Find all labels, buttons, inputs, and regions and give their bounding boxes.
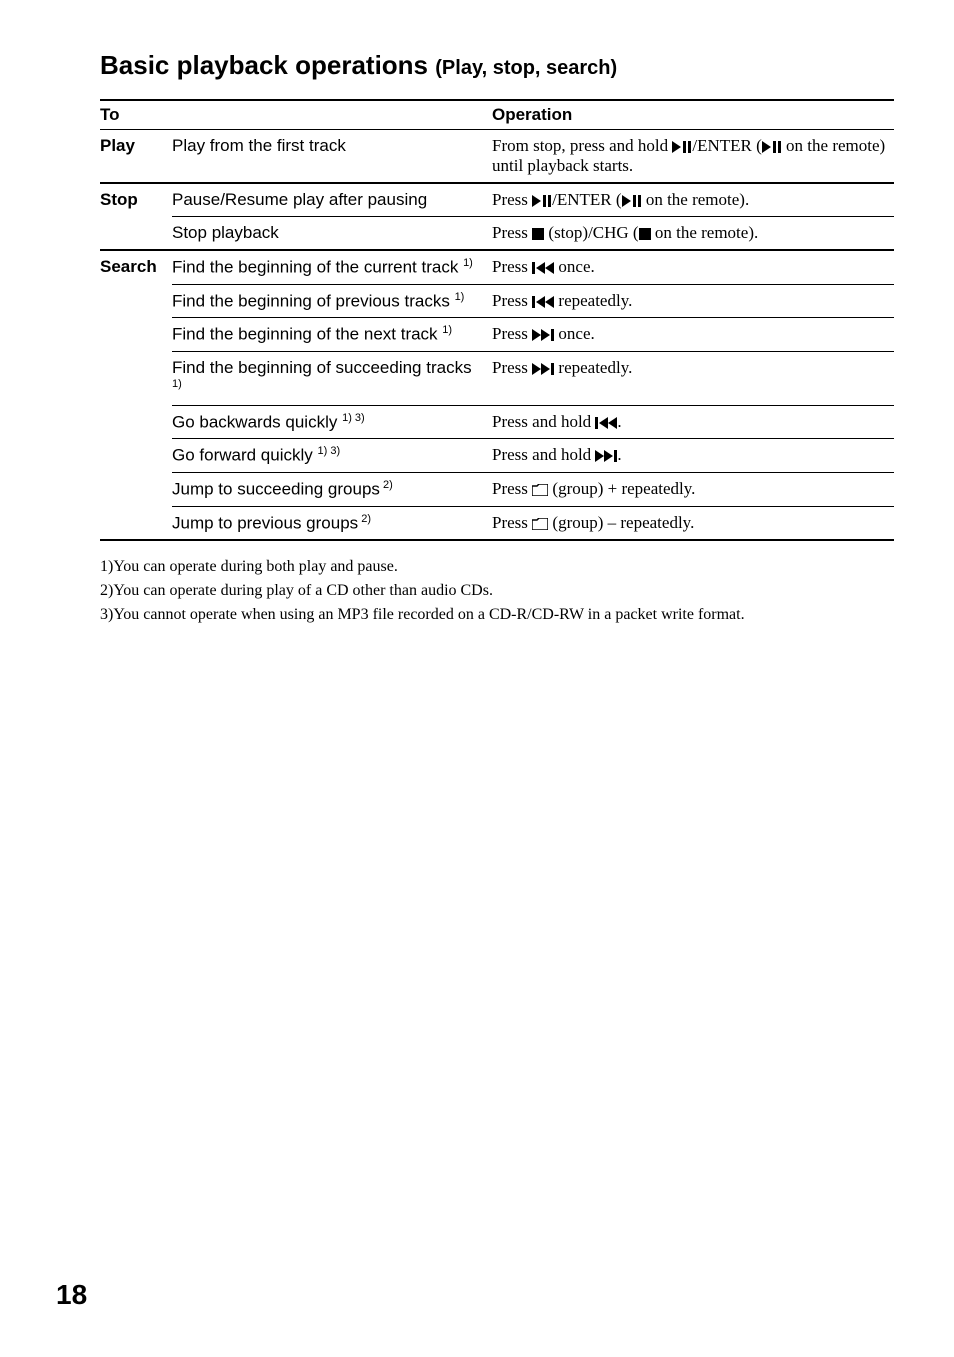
table-desc: Pause/Resume play after pausing — [172, 183, 492, 217]
table-operation: Press repeatedly. — [492, 284, 894, 318]
table-operation: Press (stop)/CHG ( on the remote). — [492, 217, 894, 251]
table-desc: Find the beginning of the current track … — [172, 250, 492, 284]
footnote-3: 3)You cannot operate when using an MP3 f… — [100, 603, 894, 627]
table-operation: Press once. — [492, 250, 894, 284]
table-operation: Press (group) + repeatedly. — [492, 472, 894, 506]
operations-table: To Operation PlayPlay from the first tra… — [100, 99, 894, 541]
footnotes: 1)You can operate during both play and p… — [100, 555, 894, 627]
table-desc: Stop playback — [172, 217, 492, 251]
table-desc: Find the beginning of previous tracks 1) — [172, 284, 492, 318]
table-operation: Press once. — [492, 318, 894, 352]
header-desc-blank — [172, 100, 492, 130]
table-desc: Find the beginning of the next track 1) — [172, 318, 492, 352]
table-desc: Jump to succeeding groups 2) — [172, 472, 492, 506]
table-operation: Press /ENTER ( on the remote). — [492, 183, 894, 217]
page-title: Basic playback operations (Play, stop, s… — [100, 50, 894, 81]
table-desc: Jump to previous groups 2) — [172, 506, 492, 540]
footnote-2: 2)You can operate during play of a CD ot… — [100, 579, 894, 603]
title-sub: (Play, stop, search) — [435, 57, 617, 79]
table-operation: From stop, press and hold /ENTER ( on th… — [492, 130, 894, 184]
table-operation: Press repeatedly. — [492, 351, 894, 405]
table-operation: Press and hold . — [492, 405, 894, 439]
table-desc: Find the beginning of succeeding tracks … — [172, 351, 492, 405]
header-operation: Operation — [492, 100, 894, 130]
table-section-label — [100, 318, 172, 352]
footnote-1: 1)You can operate during both play and p… — [100, 555, 894, 579]
header-to: To — [100, 100, 172, 130]
table-desc: Play from the first track — [172, 130, 492, 184]
table-section-label — [100, 351, 172, 405]
table-section-label — [100, 506, 172, 540]
table-section-label — [100, 217, 172, 251]
table-operation: Press (group) – repeatedly. — [492, 506, 894, 540]
table-operation: Press and hold . — [492, 439, 894, 473]
table-section-label: Stop — [100, 183, 172, 217]
table-section-label — [100, 405, 172, 439]
table-section-label: Search — [100, 250, 172, 284]
table-section-label — [100, 439, 172, 473]
title-main: Basic playback operations — [100, 50, 428, 80]
table-section-label — [100, 472, 172, 506]
table-desc: Go forward quickly 1) 3) — [172, 439, 492, 473]
table-section-label: Play — [100, 130, 172, 184]
table-section-label — [100, 284, 172, 318]
table-desc: Go backwards quickly 1) 3) — [172, 405, 492, 439]
page-number: 18 — [56, 1279, 87, 1311]
